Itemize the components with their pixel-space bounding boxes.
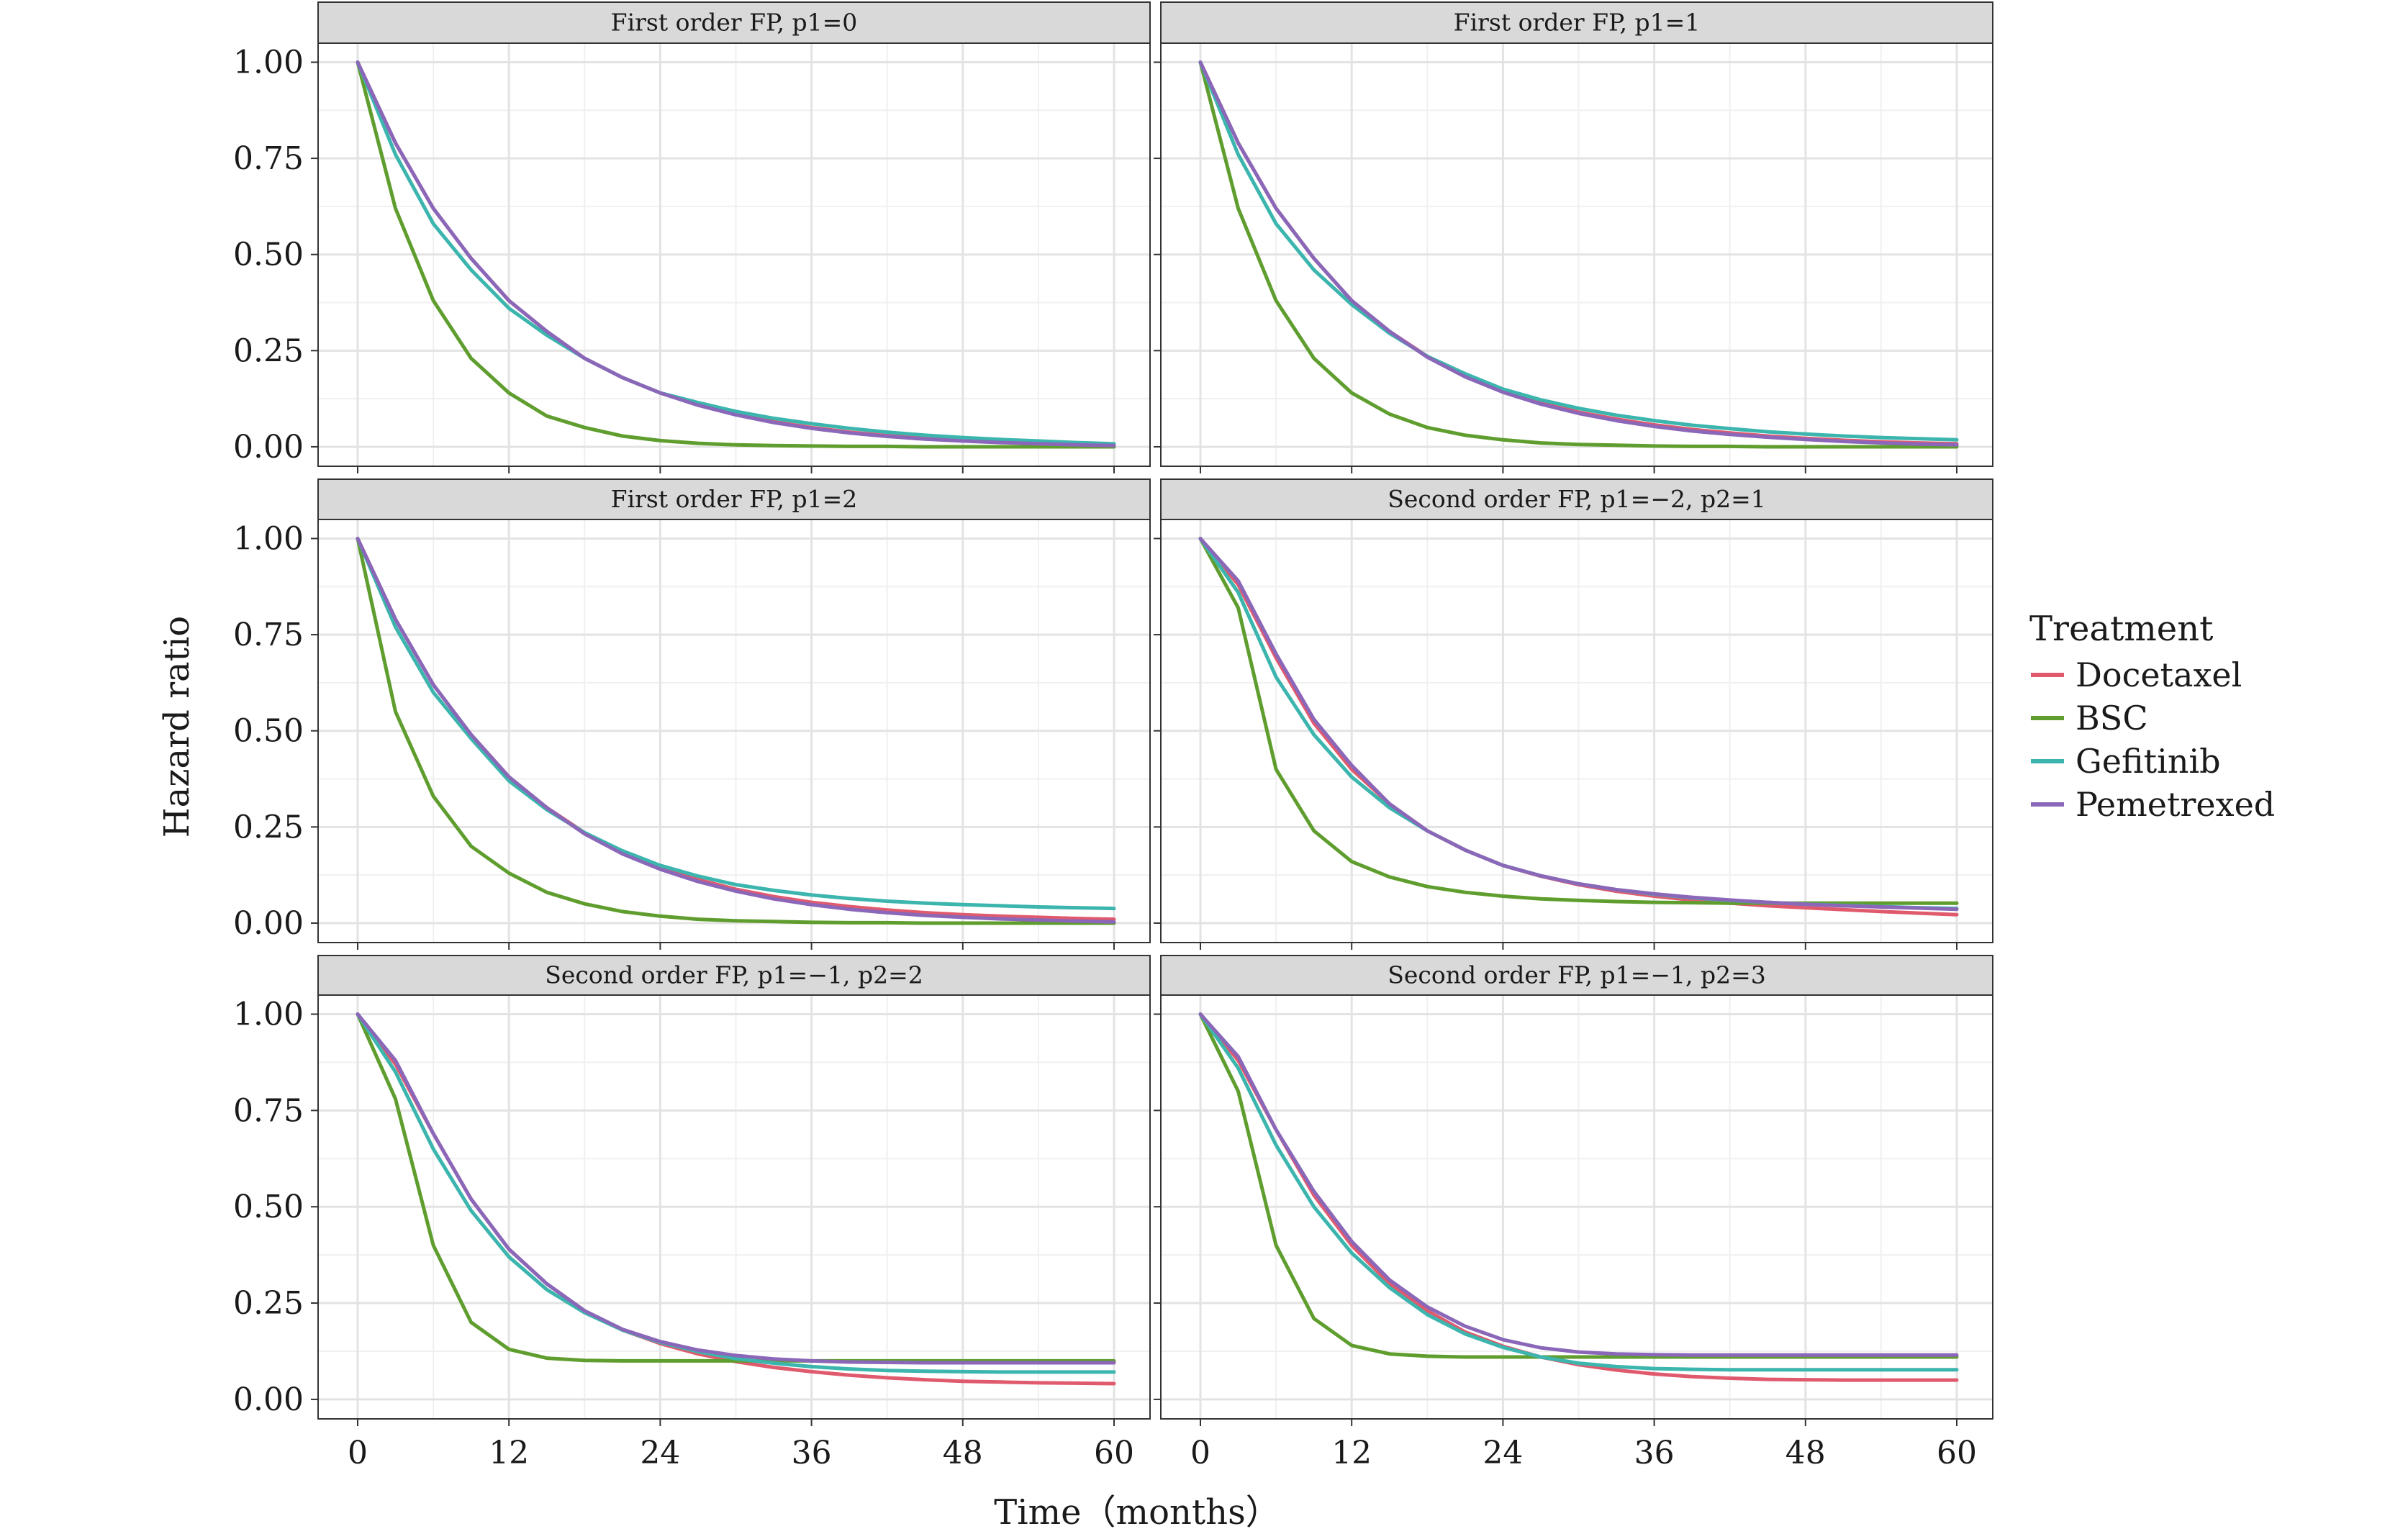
x-tick-label: 48 xyxy=(943,1435,983,1471)
facet-strip xyxy=(317,1,1151,44)
series-line-gefitinib xyxy=(1198,1012,1959,1372)
y-tick-label: 0.25 xyxy=(233,809,304,845)
x-tick-label: 60 xyxy=(1937,1435,1977,1471)
facet-panel: First order FP, p1=2 0.00 0.25 0.50 0.75 1.00 xyxy=(233,478,1151,950)
y-tick-label: 1.00 xyxy=(233,44,304,81)
facet-strip-label: First order FP, p1=2 xyxy=(611,485,858,513)
series-line-bsc xyxy=(1198,1012,1959,1359)
x-axis-title: Time（months） xyxy=(994,1492,1280,1533)
facet-strip xyxy=(1160,1,1993,44)
series-line-pemetrexed xyxy=(1198,60,1959,447)
x-tick-label: 48 xyxy=(1785,1435,1826,1471)
facet-strip xyxy=(317,955,1151,996)
facet-panel: First order FP, p1=1 xyxy=(1154,1,1993,473)
y-tick-label: 1.00 xyxy=(233,520,304,557)
x-tick-label: 12 xyxy=(489,1435,529,1471)
x-tick-label: 24 xyxy=(1483,1435,1523,1471)
series-line-gefitinib xyxy=(1198,60,1959,442)
series-line-bsc xyxy=(1198,60,1959,449)
y-axis-title: Hazard ratio xyxy=(157,616,197,838)
facet-panels: First order FP, p1=0 0.00 0.25 0.50 0.75 1.00… xyxy=(233,1,1993,1471)
series-line-pemetrexed xyxy=(356,1012,1116,1365)
y-tick-label: 0.00 xyxy=(233,905,304,942)
y-tick-label: 0.25 xyxy=(233,1285,304,1322)
facet-strip xyxy=(317,478,1151,520)
facet-panel: Second order FP, p1=−1, p2=2 0.00 0.25 0.50… xyxy=(233,955,1151,1471)
facet-strip xyxy=(1160,955,1993,996)
facet-strip-label: First order FP, p1=1 xyxy=(1454,9,1701,37)
x-tick-label: 36 xyxy=(792,1435,832,1471)
series-line-pemetrexed xyxy=(1198,537,1959,912)
series-line-bsc xyxy=(356,1012,1116,1363)
y-tick-label: 0.50 xyxy=(233,1189,304,1225)
x-tick-label: 24 xyxy=(640,1435,680,1471)
y-tick-label: 0.00 xyxy=(233,1381,304,1418)
facet-strip-label: First order FP, p1=0 xyxy=(611,9,858,37)
x-tick-label: 0 xyxy=(1190,1435,1210,1471)
series-line-bsc xyxy=(356,537,1116,925)
y-tick-label: 0.50 xyxy=(233,237,304,273)
facet-strip-label: Second order FP, p1=−1, p2=3 xyxy=(1388,961,1765,989)
legend-label-pemetrexed: Pemetrexed xyxy=(2076,785,2275,824)
facet-strip-label: Second order FP, p1=−1, p2=2 xyxy=(545,961,923,989)
facet-panel: Second order FP, p1=−1, p2=3 0 12 24 36 48 60 xyxy=(1154,955,1993,1471)
series-line-gefitinib xyxy=(356,1012,1116,1374)
series-line-pemetrexed xyxy=(356,60,1116,448)
facet-panel: First order FP, p1=0 0.00 0.25 0.50 0.75 1.00 xyxy=(233,1,1151,473)
legend: Treatment Docetaxel BSC Gefitinib Pemetrexe… xyxy=(2029,609,2275,824)
series-line-bsc xyxy=(356,60,1116,449)
x-tick-label: 36 xyxy=(1634,1435,1675,1471)
legend-title: Treatment xyxy=(2029,609,2213,649)
series-line-pemetrexed xyxy=(1198,1012,1959,1357)
y-tick-label: 0.00 xyxy=(233,429,304,466)
y-tick-label: 0.25 xyxy=(233,332,304,369)
legend-label-gefitinib: Gefitinib xyxy=(2076,742,2221,781)
series-line-bsc xyxy=(1198,537,1959,905)
y-tick-label: 0.50 xyxy=(233,713,304,750)
legend-label-docetaxel: Docetaxel xyxy=(2076,655,2242,694)
y-tick-label: 0.75 xyxy=(233,140,304,177)
facet-panel: Second order FP, p1=−2, p2=1 xyxy=(1154,478,1993,950)
facet-strip xyxy=(1160,478,1993,520)
x-tick-label: 60 xyxy=(1094,1435,1134,1471)
legend-label-bsc: BSC xyxy=(2076,699,2148,738)
y-tick-label: 0.75 xyxy=(233,1092,304,1129)
x-tick-label: 0 xyxy=(348,1435,368,1471)
series-line-gefitinib xyxy=(356,537,1116,911)
facet-strip-label: Second order FP, p1=−2, p2=1 xyxy=(1388,485,1765,513)
series-line-gefitinib xyxy=(356,60,1116,446)
y-tick-label: 1.00 xyxy=(233,997,304,1033)
x-tick-label: 12 xyxy=(1331,1435,1372,1471)
series-line-pemetrexed xyxy=(356,537,1116,924)
y-tick-label: 0.75 xyxy=(233,617,304,653)
